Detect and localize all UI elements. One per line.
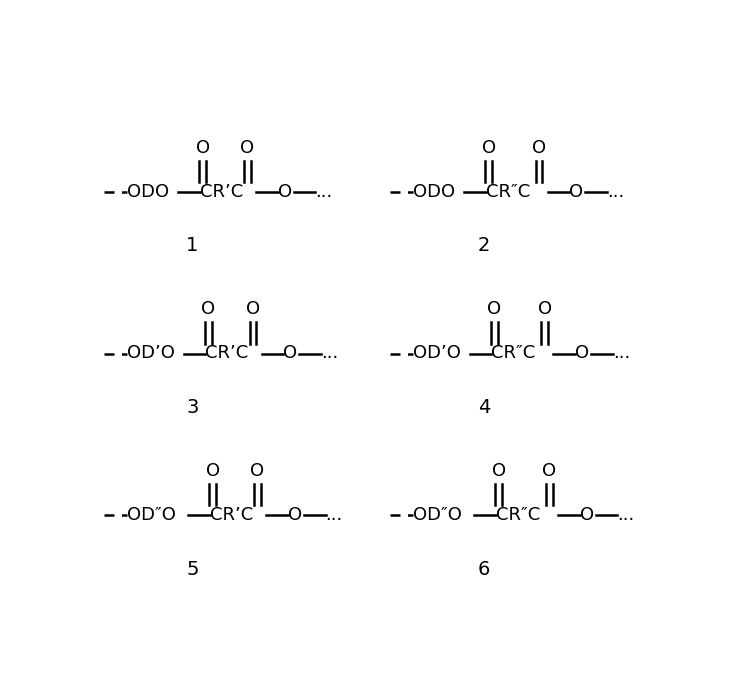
Text: CR″C: CR″C: [492, 344, 536, 363]
Text: OD″O: OD″O: [127, 506, 176, 524]
Text: 5: 5: [186, 559, 199, 579]
Text: O: O: [482, 139, 496, 157]
Text: O: O: [288, 506, 302, 524]
Text: 2: 2: [477, 236, 490, 256]
Text: OD″O: OD″O: [413, 506, 461, 524]
Text: ...: ...: [617, 506, 635, 524]
Text: O: O: [250, 462, 265, 480]
Text: 1: 1: [186, 236, 199, 256]
Text: 3: 3: [186, 398, 199, 417]
Text: ...: ...: [613, 344, 630, 363]
Text: ODO: ODO: [413, 183, 455, 201]
Text: ...: ...: [607, 183, 624, 201]
Text: CR″C: CR″C: [486, 183, 530, 201]
Text: O: O: [246, 300, 260, 318]
Text: ODO: ODO: [127, 183, 169, 201]
Text: CR’C: CR’C: [210, 506, 253, 524]
Text: O: O: [283, 344, 297, 363]
Text: O: O: [277, 183, 292, 201]
Text: O: O: [542, 462, 556, 480]
Text: ...: ...: [315, 183, 333, 201]
Text: CR’C: CR’C: [205, 344, 249, 363]
Text: O: O: [240, 139, 255, 157]
Text: OD’O: OD’O: [127, 344, 174, 363]
Text: OD’O: OD’O: [413, 344, 461, 363]
Text: O: O: [537, 300, 552, 318]
Text: O: O: [201, 300, 215, 318]
Text: ...: ...: [325, 506, 343, 524]
Text: O: O: [196, 139, 210, 157]
Text: O: O: [492, 462, 506, 480]
Text: O: O: [206, 462, 220, 480]
Text: 4: 4: [477, 398, 490, 417]
Text: O: O: [569, 183, 583, 201]
Text: 6: 6: [477, 559, 490, 579]
Text: O: O: [532, 139, 546, 157]
Text: CR″C: CR″C: [496, 506, 540, 524]
Text: O: O: [579, 506, 593, 524]
Text: O: O: [487, 300, 501, 318]
Text: CR’C: CR’C: [200, 183, 243, 201]
Text: O: O: [575, 344, 589, 363]
Text: ...: ...: [321, 344, 338, 363]
